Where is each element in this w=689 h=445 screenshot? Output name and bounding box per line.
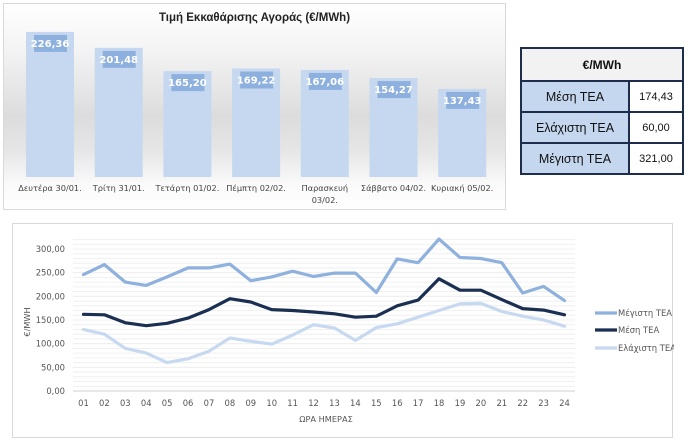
x-tick-label: 24 [559, 398, 570, 408]
bar-data-label: 154,27 [374, 85, 413, 96]
bar-1 [26, 31, 74, 177]
x-tick-label: 16 [392, 398, 403, 408]
bar-2 [94, 47, 143, 177]
y-tick-label: 150,00 [36, 315, 65, 325]
summary-row-label: Μέση ΤΕΑ [521, 80, 630, 112]
x-tick-label: 20 [476, 398, 487, 408]
summary-row-value: 60,00 [629, 111, 683, 143]
price-summary-table: €/MWh Μέση ΤΕΑ 174,43 Ελάχιστη ΤΕΑ 60,00… [520, 47, 684, 175]
legend-label: Μέγιστη ΤΕΑ [618, 308, 672, 318]
y-tick-label: 300,00 [36, 244, 65, 254]
summary-row-label: Ελάχιστη ΤΕΑ [521, 111, 630, 143]
line-chart-plot: 0,00 50,00 100,00 150,00 200,00 250,00 300,00 0… [22, 237, 674, 424]
daily-price-bar-chart: Τιμή Εκκαθάρισης Αγοράς (€/MWh) 226,36 Δε… [3, 3, 506, 210]
x-tick-label: 10 [266, 398, 277, 408]
bar-data-label-bg [377, 81, 411, 99]
x-tick-label: 18 [434, 398, 445, 408]
hourly-price-line-chart: 0,00 50,00 100,00 150,00 200,00 250,00 300,00 0… [12, 223, 674, 438]
bar-data-label-bg [446, 91, 480, 109]
x-tick-label: 04 [141, 398, 152, 408]
x-tick-label: 06 [183, 398, 194, 408]
summary-row-min: Ελάχιστη ΤΕΑ 60,00 [521, 111, 683, 143]
x-tick-label: 02 [99, 398, 110, 408]
y-tick-label: 200,00 [36, 291, 65, 301]
summary-row-value: 321,00 [629, 142, 683, 174]
bar-category-label: Παρασκευή [302, 183, 349, 193]
bar-category-label: Τρίτη 31/01. [92, 183, 145, 193]
x-axis-title: ΩΡΑ ΗΜΕΡΑΣ [299, 414, 353, 424]
bar-data-label: 201,48 [99, 55, 138, 66]
bar-data-label-bg [240, 71, 274, 89]
bar-data-label-bg [102, 50, 136, 68]
bar-data-label: 137,43 [443, 96, 482, 107]
summary-row-max: Μέγιστη ΤΕΑ 321,00 [521, 142, 683, 174]
x-tick-label: 11 [287, 398, 298, 408]
bar-category-label: Πέμπτη 02/02. [226, 183, 286, 193]
x-tick-label: 23 [538, 398, 549, 408]
x-tick-label: 12 [308, 398, 319, 408]
y-tick-label: 100,00 [36, 339, 65, 349]
x-tick-label: 19 [455, 398, 466, 408]
x-tick-label: 08 [225, 398, 236, 408]
bar-data-label-bg [171, 74, 205, 92]
y-axis-title: €/MWH [22, 307, 32, 336]
summary-table-header-row: €/MWh [521, 48, 683, 82]
x-tick-label: 14 [350, 398, 361, 408]
series-line-1 [81, 237, 567, 303]
bar-chart-title: Τιμή Εκκαθάρισης Αγοράς (€/MWh) [158, 12, 351, 24]
summary-row-value: 174,43 [629, 80, 683, 112]
y-tick-label: 250,00 [36, 268, 65, 278]
summary-table-header: €/MWh [521, 48, 683, 82]
bar-data-label: 165,20 [168, 78, 207, 89]
bar-chart-plot: 226,36 Δευτέρα 30/01. 201,48 Τρίτη 31/01. 16… [18, 31, 493, 205]
series-line-2 [81, 277, 567, 328]
series-line-3 [81, 301, 567, 365]
bar-data-label: 167,06 [306, 77, 345, 88]
summary-row-mean: Μέση ΤΕΑ 174,43 [521, 80, 683, 112]
x-tick-label: 15 [371, 398, 382, 408]
x-tick-label: 05 [162, 398, 173, 408]
x-tick-label: 17 [413, 398, 424, 408]
bar-category-label: 03/02. [312, 195, 338, 205]
legend-label: Ελάχιστη ΤΕΑ [618, 343, 674, 353]
x-tick-label: 22 [517, 398, 528, 408]
x-tick-label: 13 [329, 398, 340, 408]
y-tick-label: 50,00 [41, 362, 65, 372]
bar-data-label: 226,36 [31, 39, 70, 50]
x-tick-label: 01 [78, 398, 89, 408]
bar-data-label-bg [34, 34, 67, 52]
y-tick-label: 0,00 [46, 386, 65, 396]
x-tick-label: 07 [204, 398, 215, 408]
x-tick-label: 21 [496, 398, 507, 408]
summary-row-label: Μέγιστη ΤΕΑ [521, 142, 630, 174]
bar-category-label: Τετάρτη 01/02. [154, 183, 219, 193]
legend-label: Μέση ΤΕΑ [618, 325, 659, 335]
bar-data-label-bg [308, 72, 342, 90]
bar-category-label: Σάββατο 04/02. [361, 183, 426, 193]
bar-category-label: Κυριακή 05/02. [431, 183, 493, 193]
bar-data-label: 169,22 [237, 76, 276, 87]
x-tick-label: 03 [120, 398, 131, 408]
x-tick-label: 09 [245, 398, 256, 408]
bar-category-label: Δευτέρα 30/01. [18, 183, 82, 193]
